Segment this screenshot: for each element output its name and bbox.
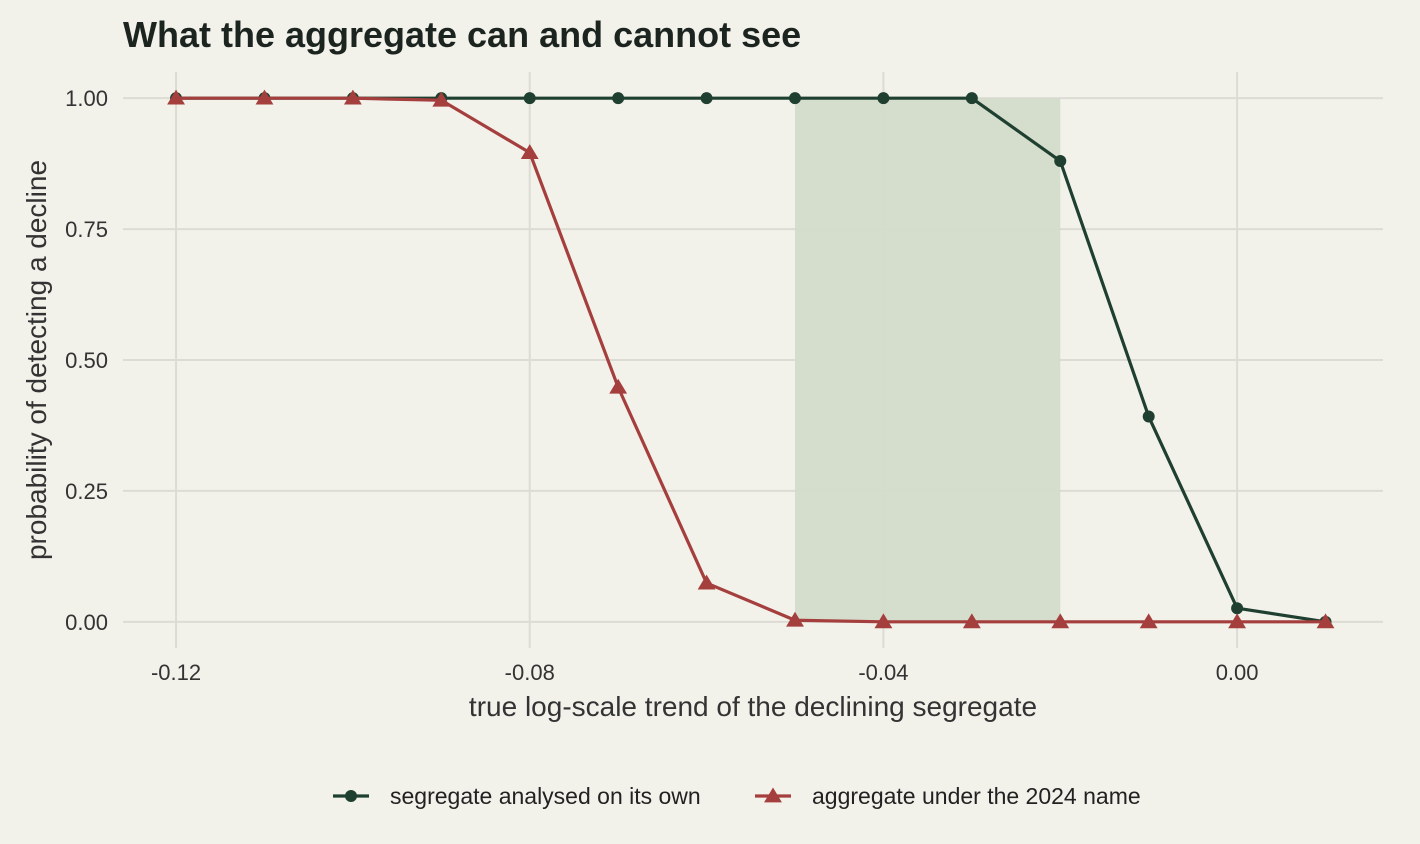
y-tick-label: 0.50 [65,348,108,373]
x-tick-label: -0.08 [505,660,555,685]
data-point-1 [789,92,801,105]
legend-label: segregate analysed on its own [390,783,701,809]
data-point-1 [965,92,978,105]
x-tick-label: -0.12 [151,660,201,685]
data-point-2 [1051,613,1070,629]
y-tick-label: 1.00 [65,86,108,111]
y-axis-title: probability of detecting a decline [21,160,52,560]
legend-key-marker [764,787,782,803]
legend-key-marker [345,790,357,802]
x-tick-label: -0.04 [858,660,908,685]
data-point-1 [1142,410,1155,423]
data-point-2 [697,574,716,590]
data-point-2 [1316,613,1335,629]
data-point-2 [520,144,539,160]
series-line-2 [176,96,1326,624]
x-tick-label: 0.00 [1216,660,1259,685]
data-point-1 [612,92,625,105]
data-point-1 [523,92,536,105]
data-point-2 [343,89,362,105]
y-tick-label: 0.75 [65,217,108,242]
data-point-2 [167,89,185,105]
x-axis-title: true log-scale trend of the declining se… [469,691,1037,722]
data-point-1 [1054,155,1067,168]
data-point-2 [874,613,893,629]
data-point-2 [1139,613,1158,629]
legend-label: aggregate under the 2024 name [812,783,1141,809]
data-point-2 [432,91,451,107]
data-point-2 [609,378,628,394]
data-point-1 [1231,602,1244,615]
data-point-2 [1228,613,1247,629]
data-point-1 [700,92,713,105]
shaded-region [795,98,1061,622]
data-point-1 [877,92,890,105]
y-tick-label: 0.00 [65,610,108,635]
data-point-2 [255,89,274,105]
y-tick-label: 0.25 [65,479,108,504]
data-point-2 [786,611,804,627]
data-point-2 [962,613,981,629]
chart-title: What the aggregate can and cannot see [123,14,802,55]
